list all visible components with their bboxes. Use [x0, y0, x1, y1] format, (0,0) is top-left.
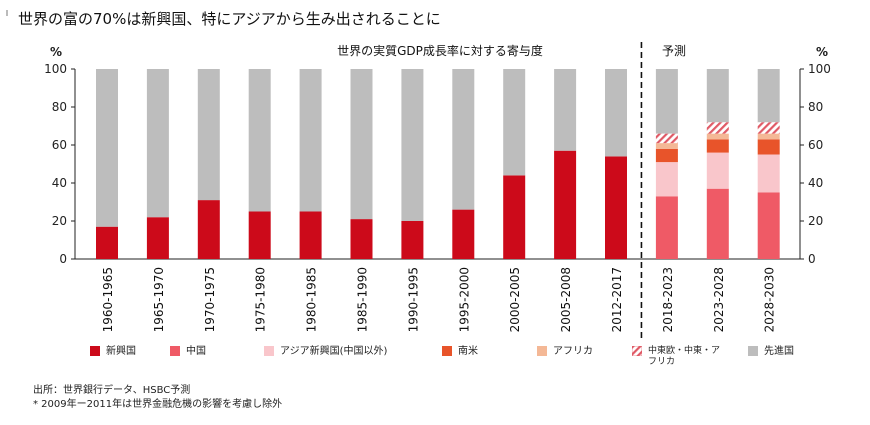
bar-advanced — [605, 69, 627, 157]
x-tick-label: 2000-2005 — [508, 267, 522, 332]
y-tick-label-left: 80 — [52, 100, 67, 114]
legend-swatch-china — [170, 346, 180, 356]
x-tick-label: 2018-2023 — [661, 267, 675, 332]
contribution-chart: 0 0 20 20 40 40 60 60 80 80 100 100% % 世界の実質GDP成長率に対す… — [44, 42, 831, 340]
bar-emerging — [197, 200, 220, 259]
y-tick-label-right: 100 — [808, 62, 831, 76]
bar-emerging — [503, 175, 526, 259]
legend-swatch-africa — [537, 346, 547, 356]
legend-label-emerging: 新興国 — [106, 346, 136, 357]
bar-advanced — [401, 69, 424, 221]
x-tick-label: 1960-1965 — [101, 267, 115, 332]
x-tick-label: 1980-1985 — [305, 267, 319, 332]
bar-asia — [655, 162, 678, 197]
headline-text: 世界の富の70%は新興国、特にアジアから生み出されることに — [18, 10, 441, 28]
x-tick-label: 1985-1990 — [356, 267, 370, 332]
bar-latam — [757, 139, 780, 155]
y-tick-label-right: 40 — [808, 176, 823, 190]
bar-emerging — [299, 211, 322, 259]
bar-emerging — [554, 150, 577, 259]
bar-emerging — [401, 221, 424, 259]
bar-africa — [757, 133, 780, 140]
legend-swatch-mea — [632, 346, 642, 356]
y-unit-left: % — [50, 45, 62, 59]
bar-mea — [706, 122, 729, 134]
legend-item-latam: 南米 — [442, 346, 478, 357]
bar-latam — [655, 148, 678, 163]
headline-marker — [6, 10, 8, 16]
legend-item-china: 中国 — [170, 346, 206, 357]
headline: 世界の富の70%は新興国、特にアジアから生み出されることに — [6, 8, 441, 29]
bar-advanced — [554, 69, 577, 151]
bar-advanced — [248, 69, 271, 212]
bar-mea — [757, 122, 780, 134]
bar-asia — [757, 154, 780, 193]
bar-china — [706, 188, 729, 259]
bar-advanced — [350, 69, 373, 220]
x-tick-label: 2005-2008 — [559, 267, 573, 332]
forecast-label: 予測 — [662, 44, 686, 58]
bar-emerging — [96, 226, 118, 259]
bar-advanced — [706, 69, 729, 123]
bar-china — [655, 196, 678, 259]
x-tick-label: 2023-2028 — [712, 267, 726, 332]
legend-item-asia: アジア新興国(中国以外) — [264, 346, 387, 357]
legend-label-latam: 南米 — [458, 346, 478, 357]
bar-mea — [655, 133, 678, 144]
bar-advanced — [655, 69, 678, 134]
x-tick-label: 1965-1970 — [152, 267, 166, 332]
bar-africa — [655, 143, 678, 149]
bar-advanced — [197, 69, 220, 201]
legend-label-asia: アジア新興国(中国以外) — [280, 346, 388, 357]
bar-advanced — [146, 69, 169, 218]
source-text: 出所：世界銀行データ、HSBC予測 — [33, 385, 191, 396]
legend-item-advanced: 先進国 — [748, 346, 794, 357]
legend-item-mea: 中東欧・中東・アフリカ — [632, 346, 724, 368]
legend-swatch-emerging — [90, 346, 100, 356]
bar-advanced — [503, 69, 526, 176]
bar-africa — [706, 133, 729, 140]
legend-item-emerging: 新興国 — [90, 346, 136, 357]
bar-advanced — [757, 69, 780, 123]
y-tick-label-right: 0 — [808, 252, 816, 266]
y-tick-label-right: 60 — [808, 138, 823, 152]
legend: 新興国 中国 アジア新興国(中国以外) 南米 アフリカ 中東欧・中東・アフリカ … — [0, 346, 870, 376]
y-tick-label-left: 0 — [59, 252, 67, 266]
y-tick-label-right: 80 — [808, 100, 823, 114]
bar-emerging — [146, 217, 169, 259]
x-tick-label: 2012-2017 — [610, 267, 624, 332]
legend-label-advanced: 先進国 — [764, 346, 794, 357]
bar-latam — [706, 139, 729, 153]
y-unit-right: % — [816, 45, 828, 59]
x-tick-label: 1970-1975 — [203, 267, 217, 332]
legend-item-africa: アフリカ — [537, 346, 593, 357]
bar-emerging — [248, 211, 271, 259]
x-tick-label: 1990-1995 — [406, 267, 420, 332]
y-tick-label-left: 20 — [52, 214, 67, 228]
bar-advanced — [452, 69, 475, 210]
x-tick-label: 2028-2030 — [763, 267, 777, 332]
footnote-text: * 2009年ー2011年は世界金融危機の影響を考慮し除外 — [33, 399, 283, 410]
y-tick-label-left: 100 — [44, 62, 67, 76]
y-tick-label-left: 60 — [52, 138, 67, 152]
legend-swatch-advanced — [748, 346, 758, 356]
legend-swatch-latam — [442, 346, 452, 356]
legend-label-china: 中国 — [186, 346, 206, 357]
bar-advanced — [299, 69, 322, 212]
chart-title: 世界の実質GDP成長率に対する寄与度 — [337, 43, 543, 58]
x-tick-label: 1995-2000 — [457, 267, 471, 332]
legend-label-mea: 中東欧・中東・アフリカ — [648, 346, 721, 367]
bar-china — [757, 192, 780, 259]
y-tick-label-left: 40 — [52, 176, 67, 190]
source-notes: 出所：世界銀行データ、HSBC予測 * 2009年ー2011年は世界金融危機の影… — [33, 384, 282, 412]
legend-swatch-asia — [264, 346, 274, 356]
bar-emerging — [605, 156, 627, 259]
bar-asia — [706, 152, 729, 189]
y-tick-label-right: 20 — [808, 214, 823, 228]
bar-advanced — [96, 69, 118, 227]
bar-emerging — [452, 209, 475, 259]
bar-emerging — [350, 219, 373, 259]
x-tick-label: 1975-1980 — [254, 267, 268, 332]
legend-label-africa: アフリカ — [553, 346, 593, 357]
